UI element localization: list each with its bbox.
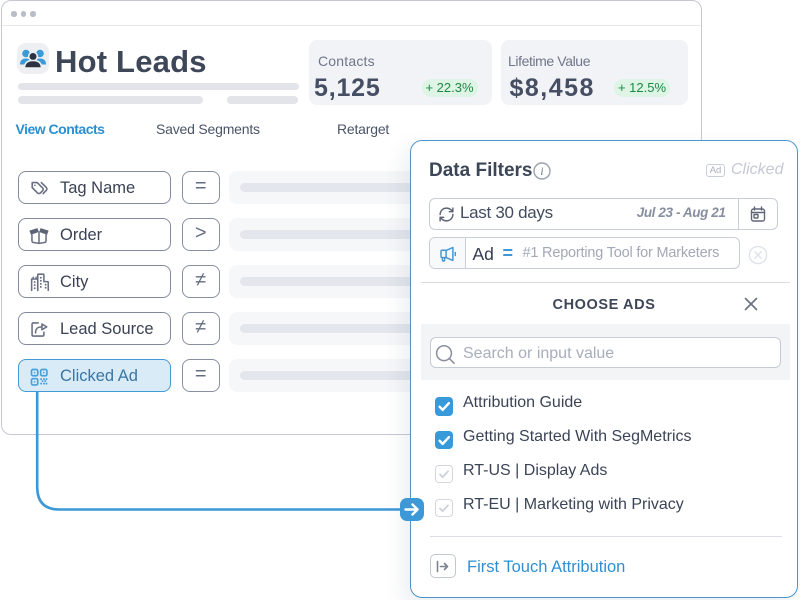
svg-text:i: i	[540, 166, 543, 178]
